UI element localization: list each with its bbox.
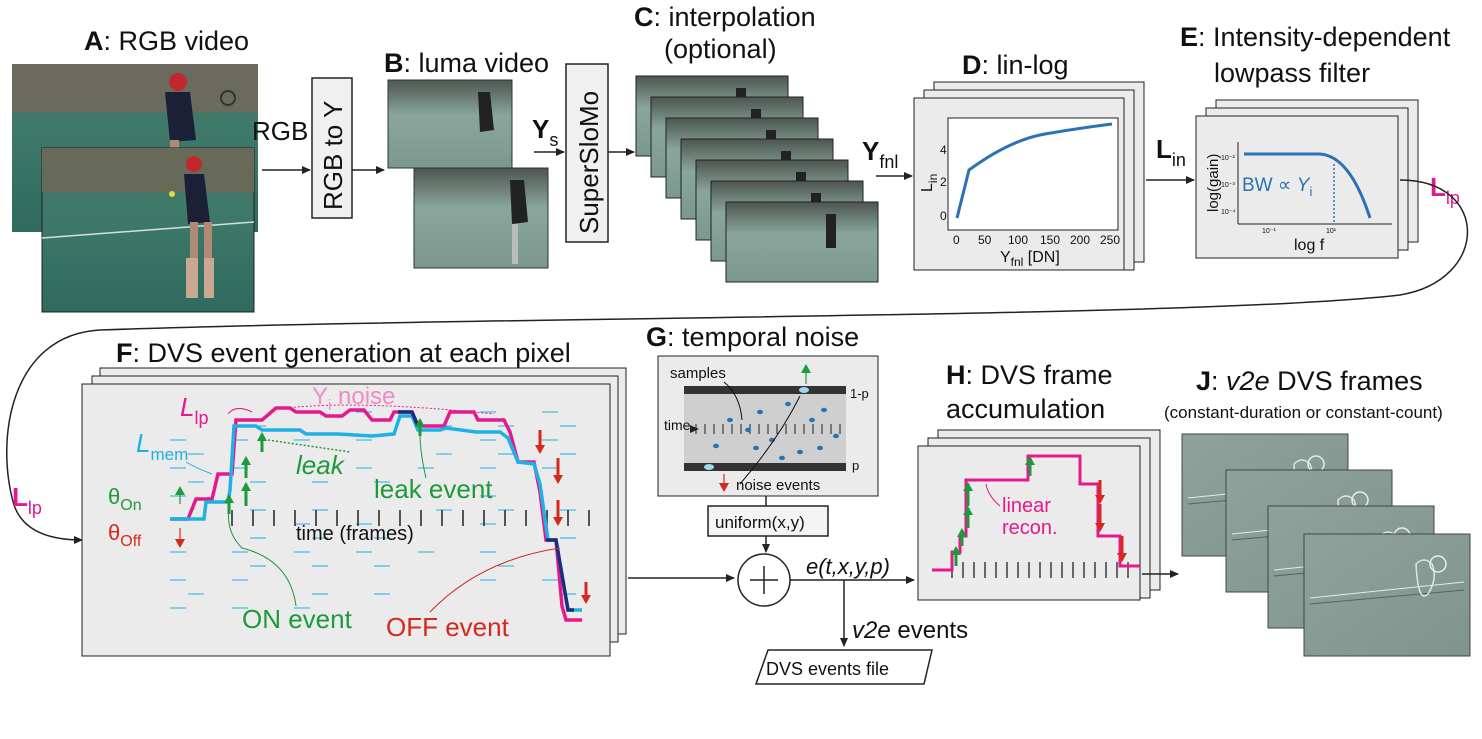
noise-dot [817, 446, 823, 450]
linlog-xtick-250: 250 [1100, 233, 1120, 247]
rgb-to-y-block: RGB to Y [312, 78, 352, 218]
noise-dot [833, 434, 839, 438]
noise-time-label: time [664, 417, 691, 433]
lowpass-xtick-1: 10⁻¹ [1262, 228, 1276, 235]
noise-dot [809, 418, 815, 422]
yi-noise-label: Yi noise [312, 383, 395, 414]
linlog-xtick-150: 150 [1040, 233, 1060, 247]
noise-one-minus-p: 1-p [850, 386, 869, 401]
lowpass-ytick-2: 10⁻³ [1221, 182, 1235, 189]
luma-frame-back [388, 80, 512, 168]
noise-dot [713, 444, 719, 448]
yfnl-signal-label: Yfnl [862, 136, 898, 172]
v2e-events-label: v2e events [852, 617, 968, 644]
lowpass-ytick-3: 10⁻⁴ [1221, 209, 1236, 216]
noise-upper-bar [684, 386, 846, 394]
panel-f-title: F: DVS event generation at each pixel [116, 338, 571, 368]
panel-g-temporal-noise: G: temporal noise 1-p p samples time noi… [646, 322, 878, 496]
event-tuple-label: e(t,x,y,p) [806, 554, 890, 579]
lowpass-ylabel: log(gain) [1205, 154, 1222, 212]
linear-label: linear [1002, 495, 1051, 517]
panel-c-title: C: interpolation [634, 2, 816, 32]
linlog-xtick-100: 100 [1008, 233, 1028, 247]
panel-h-frame-accumulation: H: DVS frame accumulation linear recon. [918, 360, 1160, 600]
panel-j-dvs-frames: J: v2e DVS frames (constant-duration or … [1164, 366, 1470, 656]
panel-c-interpolation: C: interpolation (optional) [634, 2, 878, 282]
summing-node [738, 554, 790, 606]
linlog-xtick-200: 200 [1070, 233, 1090, 247]
noise-dot [785, 402, 791, 406]
rgb-frame-front [42, 148, 254, 312]
panel-h-subtitle: accumulation [946, 394, 1105, 424]
noise-p: p [852, 458, 859, 473]
panel-c-subtitle: (optional) [664, 34, 777, 64]
linlog-ytick-0: 0 [940, 209, 947, 223]
panel-e-title: E: Intensity-dependent [1180, 22, 1451, 52]
lin-signal-label: Lin [1156, 134, 1186, 170]
rgb-to-y-label: RGB to Y [318, 101, 348, 210]
lowpass-ytick-1: 10⁻² [1221, 155, 1235, 162]
panel-j-title: J: v2e DVS frames [1196, 366, 1423, 396]
interpolated-frame-stack [636, 76, 878, 282]
linlog-ytick-2: 2 [940, 175, 947, 189]
lowpass-xlabel: log f [1294, 237, 1325, 254]
panel-b-luma-video: B: luma video [384, 48, 549, 268]
panel-h-title: H: DVS frame [946, 360, 1113, 390]
luma-front-legs [512, 224, 518, 264]
panel-e-subtitle: lowpass filter [1214, 58, 1370, 88]
noise-dot [745, 428, 751, 432]
rgb-signal-label: RGB [252, 116, 308, 146]
interp-frame-player [826, 214, 836, 248]
noise-dot [753, 446, 759, 450]
panel-g-title: G: temporal noise [646, 322, 859, 352]
interp-frame [726, 202, 878, 282]
panel-b-title: B: luma video [384, 48, 549, 78]
luma-frame-front [414, 168, 548, 268]
noise-off-event-dot [704, 464, 714, 470]
dvs-output-frame-stack [1182, 434, 1470, 656]
dvs-events-file-label: DVS events file [766, 659, 889, 679]
noise-samples-label: samples [670, 365, 726, 382]
leak-label: leak [296, 450, 346, 480]
linlog-ytick-4: 4 [940, 143, 947, 157]
time-axis-label: time (frames) [296, 523, 414, 545]
linlog-xtick-0: 0 [953, 233, 960, 247]
bw-label: BW ∝ Yi [1242, 175, 1312, 199]
panel-d-title: D: lin-log [962, 50, 1069, 80]
noise-dot [757, 410, 763, 414]
panel-a-rgb-video: A: RGB video [12, 26, 258, 312]
lowpass-xtick-2: 10¹ [1326, 228, 1337, 235]
panel-a-title: A: RGB video [84, 26, 249, 56]
uniform-label: uniform(x,y) [715, 513, 805, 532]
noise-dot [779, 456, 785, 460]
on-event-label: ON event [242, 604, 353, 634]
dvs-events-file: DVS events file [756, 650, 932, 684]
llp-signal-label-top: Llp [1430, 172, 1460, 208]
leak-event-label: leak event [374, 474, 493, 504]
panel-j-subtitle: (constant-duration or constant-count) [1164, 403, 1443, 422]
linlog-xtick-50: 50 [978, 233, 992, 247]
noise-events-label: noise events [736, 477, 820, 494]
noise-on-event-dot [799, 387, 809, 393]
linlog-plot-area [948, 118, 1118, 230]
llp-signal-label-left: Llp [12, 482, 42, 518]
panel-d-linlog: D: lin-log 4 2 0 Lin 0 50 100 150 200 25… [914, 50, 1144, 270]
panel-f-dvs-event-generation: F: DVS event generation at each pixel Yi… [82, 338, 626, 656]
noise-dot [797, 450, 803, 454]
superslomo-block: SuperSloMo [566, 64, 608, 242]
uniform-block: uniform(x,y) [708, 496, 828, 536]
off-event-label: OFF event [386, 612, 510, 642]
dvs-output-frame [1304, 534, 1470, 656]
noise-dot [727, 418, 733, 422]
recon-label: recon. [1002, 517, 1058, 539]
noise-dot [821, 408, 827, 412]
superslomo-label: SuperSloMo [574, 91, 604, 234]
panel-e-lowpass: E: Intensity-dependent lowpass filter BW… [1180, 22, 1451, 258]
ys-signal-label: Ys [532, 114, 558, 150]
